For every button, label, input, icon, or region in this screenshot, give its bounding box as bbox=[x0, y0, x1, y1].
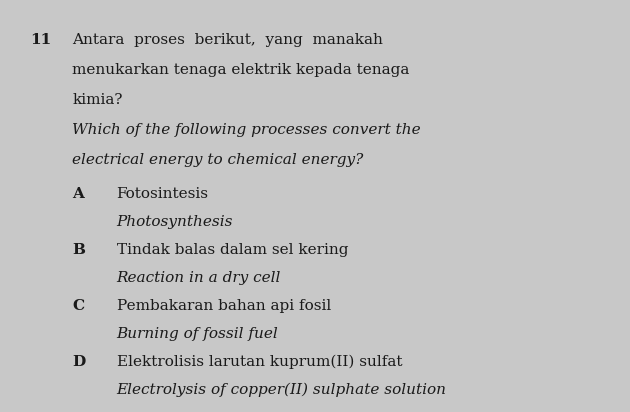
Text: Burning of fossil fuel: Burning of fossil fuel bbox=[117, 327, 278, 341]
Text: Which of the following processes convert the: Which of the following processes convert… bbox=[72, 123, 421, 137]
Text: Tindak balas dalam sel kering: Tindak balas dalam sel kering bbox=[117, 243, 348, 257]
Text: Electrolysis of copper(II) sulphate solution: Electrolysis of copper(II) sulphate solu… bbox=[117, 383, 447, 397]
Text: Pembakaran bahan api fosil: Pembakaran bahan api fosil bbox=[117, 299, 331, 313]
Text: Antara  proses  berikut,  yang  manakah: Antara proses berikut, yang manakah bbox=[72, 33, 383, 47]
Text: A: A bbox=[72, 187, 84, 201]
Text: Reaction in a dry cell: Reaction in a dry cell bbox=[117, 271, 281, 285]
Text: B: B bbox=[72, 243, 86, 257]
Text: Photosynthesis: Photosynthesis bbox=[117, 215, 233, 229]
Text: kimia?: kimia? bbox=[72, 93, 123, 107]
Text: D: D bbox=[72, 355, 86, 369]
Text: 11: 11 bbox=[30, 33, 52, 47]
Text: C: C bbox=[72, 299, 84, 313]
Text: Elektrolisis larutan kuprum(II) sulfat: Elektrolisis larutan kuprum(II) sulfat bbox=[117, 355, 402, 369]
Text: Fotosintesis: Fotosintesis bbox=[117, 187, 209, 201]
Text: menukarkan tenaga elektrik kepada tenaga: menukarkan tenaga elektrik kepada tenaga bbox=[72, 63, 410, 77]
Text: electrical energy to chemical energy?: electrical energy to chemical energy? bbox=[72, 153, 364, 167]
